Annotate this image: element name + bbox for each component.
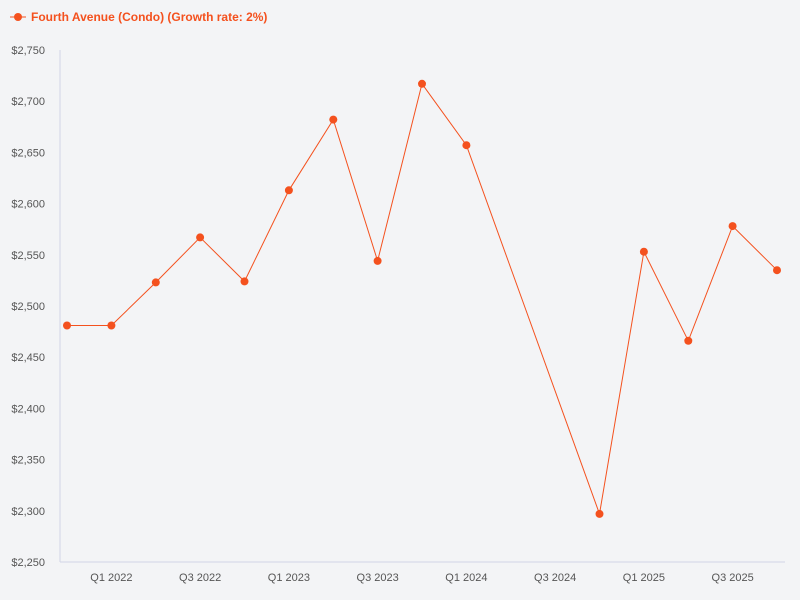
data-point[interactable]	[595, 509, 604, 518]
x-tick-label: Q1 2024	[445, 572, 487, 584]
y-tick-label: $2,750	[11, 45, 45, 57]
data-point[interactable]	[240, 277, 249, 286]
x-axis-ticks: Q1 2022 Q3 2022 Q1 2023 Q3 2023 Q1 2024 Q3 20…	[90, 572, 753, 584]
y-tick-label: $2,500	[11, 301, 45, 313]
data-point[interactable]	[684, 336, 693, 345]
data-point[interactable]	[151, 278, 160, 287]
data-point[interactable]	[329, 115, 338, 124]
legend-marker	[14, 13, 22, 21]
data-point[interactable]	[462, 141, 471, 150]
x-tick-label: Q3 2022	[179, 572, 221, 584]
data-point[interactable]	[107, 321, 116, 330]
y-tick-label: $2,350	[11, 455, 45, 467]
data-point[interactable]	[284, 186, 293, 195]
y-tick-label: $2,700	[11, 96, 45, 108]
x-tick-label: Q3 2025	[712, 572, 754, 584]
x-tick-label: Q3 2023	[357, 572, 399, 584]
series-line	[67, 82, 778, 516]
data-point[interactable]	[728, 222, 737, 231]
y-tick-label: $2,600	[11, 199, 45, 211]
data-point[interactable]	[373, 256, 382, 265]
data-point[interactable]	[196, 233, 205, 242]
y-tick-label: $2,400	[11, 403, 45, 415]
y-tick-label: $2,550	[11, 250, 45, 262]
y-tick-label: $2,450	[11, 352, 45, 364]
data-point[interactable]	[639, 247, 648, 256]
series-fourth-avenue	[63, 79, 781, 518]
x-tick-label: Q1 2022	[90, 572, 132, 584]
data-point[interactable]	[773, 266, 781, 275]
x-tick-label: Q1 2025	[623, 572, 665, 584]
y-tick-label: $2,250	[11, 557, 45, 569]
data-point[interactable]	[418, 79, 426, 88]
legend-label: Fourth Avenue (Condo) (Growth rate: 2%)	[31, 10, 267, 24]
y-tick-label: $2,300	[11, 506, 45, 518]
x-tick-label: Q3 2024	[534, 572, 576, 584]
data-point[interactable]	[63, 321, 71, 330]
y-axis-ticks: $2,250 $2,300 $2,350 $2,400 $2,450 $2,500 $2,5…	[11, 45, 45, 569]
x-tick-label: Q1 2023	[268, 572, 310, 584]
y-tick-label: $2,650	[11, 147, 45, 159]
legend[interactable]: Fourth Avenue (Condo) (Growth rate: 2%)	[10, 10, 267, 24]
